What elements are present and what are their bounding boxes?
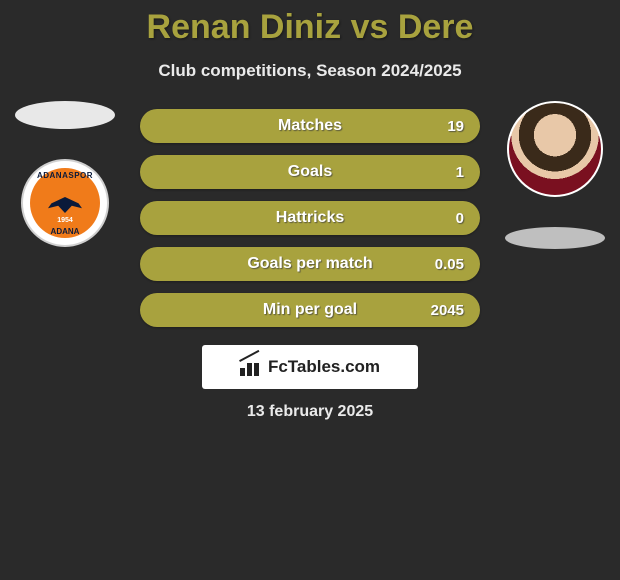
brand-link[interactable]: FcTables.com <box>202 345 418 389</box>
stats-area: ADANASPOR 1954 ADANA Matches 19 Goals 1 … <box>0 109 620 327</box>
stat-value-right: 2045 <box>431 302 464 319</box>
stat-bar-hattricks: Hattricks 0 <box>140 201 480 235</box>
brand-label: FcTables.com <box>268 357 380 377</box>
club-city-label: ADANA <box>51 227 80 236</box>
stat-label: Goals <box>288 163 332 181</box>
stat-bar-goals-per-match: Goals per match 0.05 <box>140 247 480 281</box>
stat-label: Goals per match <box>247 255 372 273</box>
player-photo-right <box>507 101 603 197</box>
stat-value-right: 0.05 <box>435 256 464 273</box>
date-label: 13 february 2025 <box>0 403 620 421</box>
stat-value-right: 1 <box>456 164 464 181</box>
stat-bars: Matches 19 Goals 1 Hattricks 0 Goals per… <box>140 109 480 327</box>
stat-label: Matches <box>278 117 342 135</box>
stat-label: Hattricks <box>276 209 344 227</box>
stat-label: Min per goal <box>263 301 357 319</box>
stat-value-right: 19 <box>447 118 464 135</box>
stat-bar-min-per-goal: Min per goal 2045 <box>140 293 480 327</box>
left-player-column: ADANASPOR 1954 ADANA <box>10 101 120 247</box>
stat-value-right: 0 <box>456 210 464 227</box>
stat-bar-goals: Goals 1 <box>140 155 480 189</box>
subtitle: Club competitions, Season 2024/2025 <box>0 61 620 81</box>
club-year-label: 1954 <box>57 217 73 224</box>
club-badge-left: ADANASPOR 1954 ADANA <box>21 159 109 247</box>
player-photo-placeholder-left <box>15 101 115 129</box>
eagle-icon <box>48 197 82 213</box>
bar-chart-icon <box>240 358 262 376</box>
page-title: Renan Diniz vs Dere <box>0 8 620 47</box>
right-player-column <box>500 101 610 249</box>
comparison-widget: Renan Diniz vs Dere Club competitions, S… <box>0 0 620 421</box>
club-badge-inner: ADANASPOR 1954 ADANA <box>30 168 100 238</box>
stat-bar-matches: Matches 19 <box>140 109 480 143</box>
club-badge-placeholder-right <box>505 227 605 249</box>
club-name-label: ADANASPOR <box>37 171 93 180</box>
